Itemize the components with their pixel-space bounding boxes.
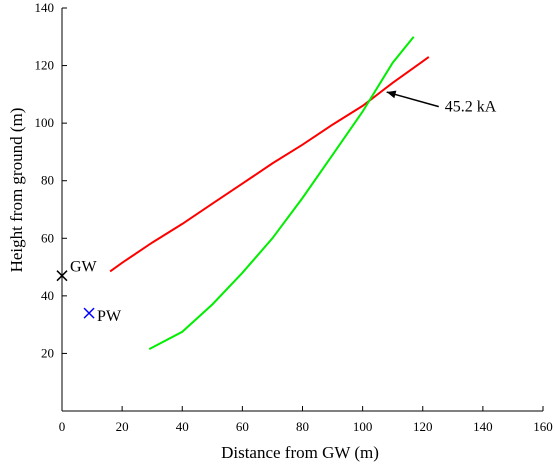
series-line-2 (148, 36, 415, 350)
annotation-arrowhead (386, 90, 397, 99)
x-tick-label: 140 (473, 419, 493, 434)
marker-cross-b (56, 270, 68, 282)
x-axis-title: Distance from GW (m) (221, 443, 379, 462)
y-axis-title: Height from ground (m) (7, 108, 26, 273)
annotation-arrow-line (386, 91, 439, 108)
y-tick-label: 80 (41, 173, 54, 188)
ticks: 0 20 40 60 80 100 120 140 160 20 40 60 80 100 120 140 (35, 0, 553, 434)
x-tick-label: 40 (176, 419, 189, 434)
y-tick-label: 20 (41, 345, 54, 360)
x-tick-label: 100 (353, 419, 373, 434)
x-tick-label: 60 (236, 419, 249, 434)
marker-label-pw: PW (97, 308, 122, 325)
marker-cross-b (83, 307, 95, 319)
series-line-1 (109, 56, 430, 273)
marker-gw (56, 270, 68, 282)
y-tick-label: 120 (35, 58, 55, 73)
annotations: 45.2 kA (386, 90, 497, 116)
x-tick-label: 0 (59, 419, 66, 434)
marker-pw (83, 307, 95, 319)
annotation-label: 45.2 kA (445, 99, 497, 116)
x-tick-label: 80 (296, 419, 309, 434)
y-tick-label: 60 (41, 230, 54, 245)
series (109, 36, 430, 350)
x-tick-label: 160 (533, 419, 553, 434)
axes (61, 8, 543, 412)
markers: GW PW (56, 259, 122, 325)
marker-label-gw: GW (70, 259, 98, 276)
y-tick-label: 140 (35, 0, 55, 15)
x-tick-label: 20 (116, 419, 129, 434)
y-tick-label: 100 (35, 115, 55, 130)
y-tick-label: 40 (41, 288, 54, 303)
x-tick-label: 120 (413, 419, 433, 434)
